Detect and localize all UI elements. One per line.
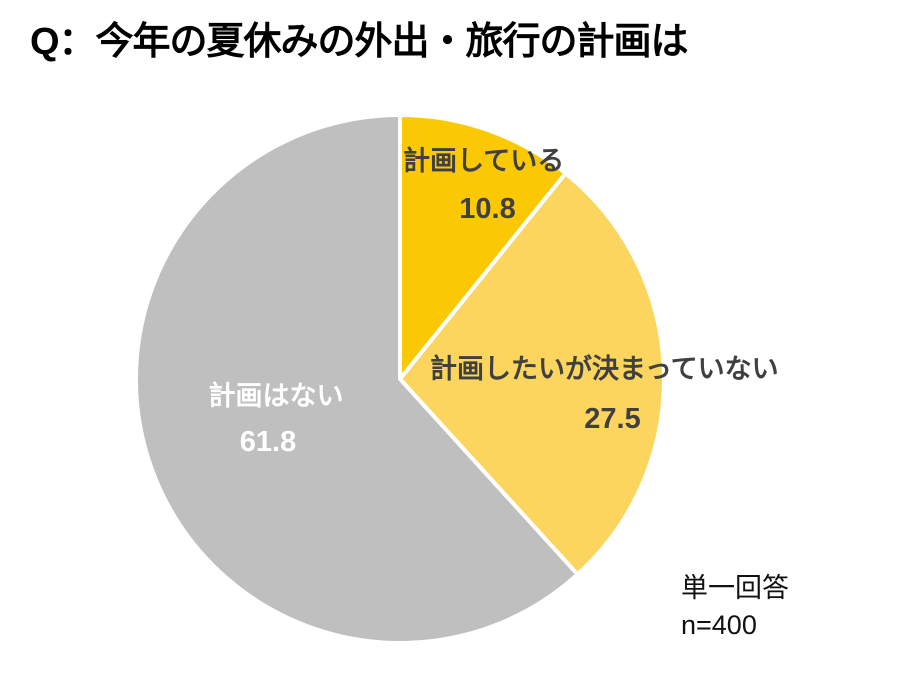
slice-label-no-plan: 計画はない [208, 381, 344, 411]
survey-note: 単一回答 n=400 [681, 570, 789, 644]
survey-note-answer-type: 単一回答 [681, 573, 789, 603]
pie-chart [134, 113, 666, 645]
chart-title: Q：今年の夏休みの外出・旅行の計画は [30, 21, 689, 63]
slice-value-no-plan: 61.8 [239, 426, 297, 458]
pie-slice-2 [134, 113, 580, 645]
slice-value-planning: 10.8 [459, 193, 516, 225]
slice-label-undecided: 計画したいが決まっていない [430, 354, 779, 384]
pie-slice-0 [398, 113, 568, 381]
pie-slice-1 [398, 171, 666, 577]
survey-note-sample-size: n=400 [681, 610, 757, 640]
slice-value-undecided: 27.5 [584, 403, 641, 435]
slice-label-planning: 計画している [403, 146, 565, 176]
pie-chart-area [134, 113, 666, 645]
